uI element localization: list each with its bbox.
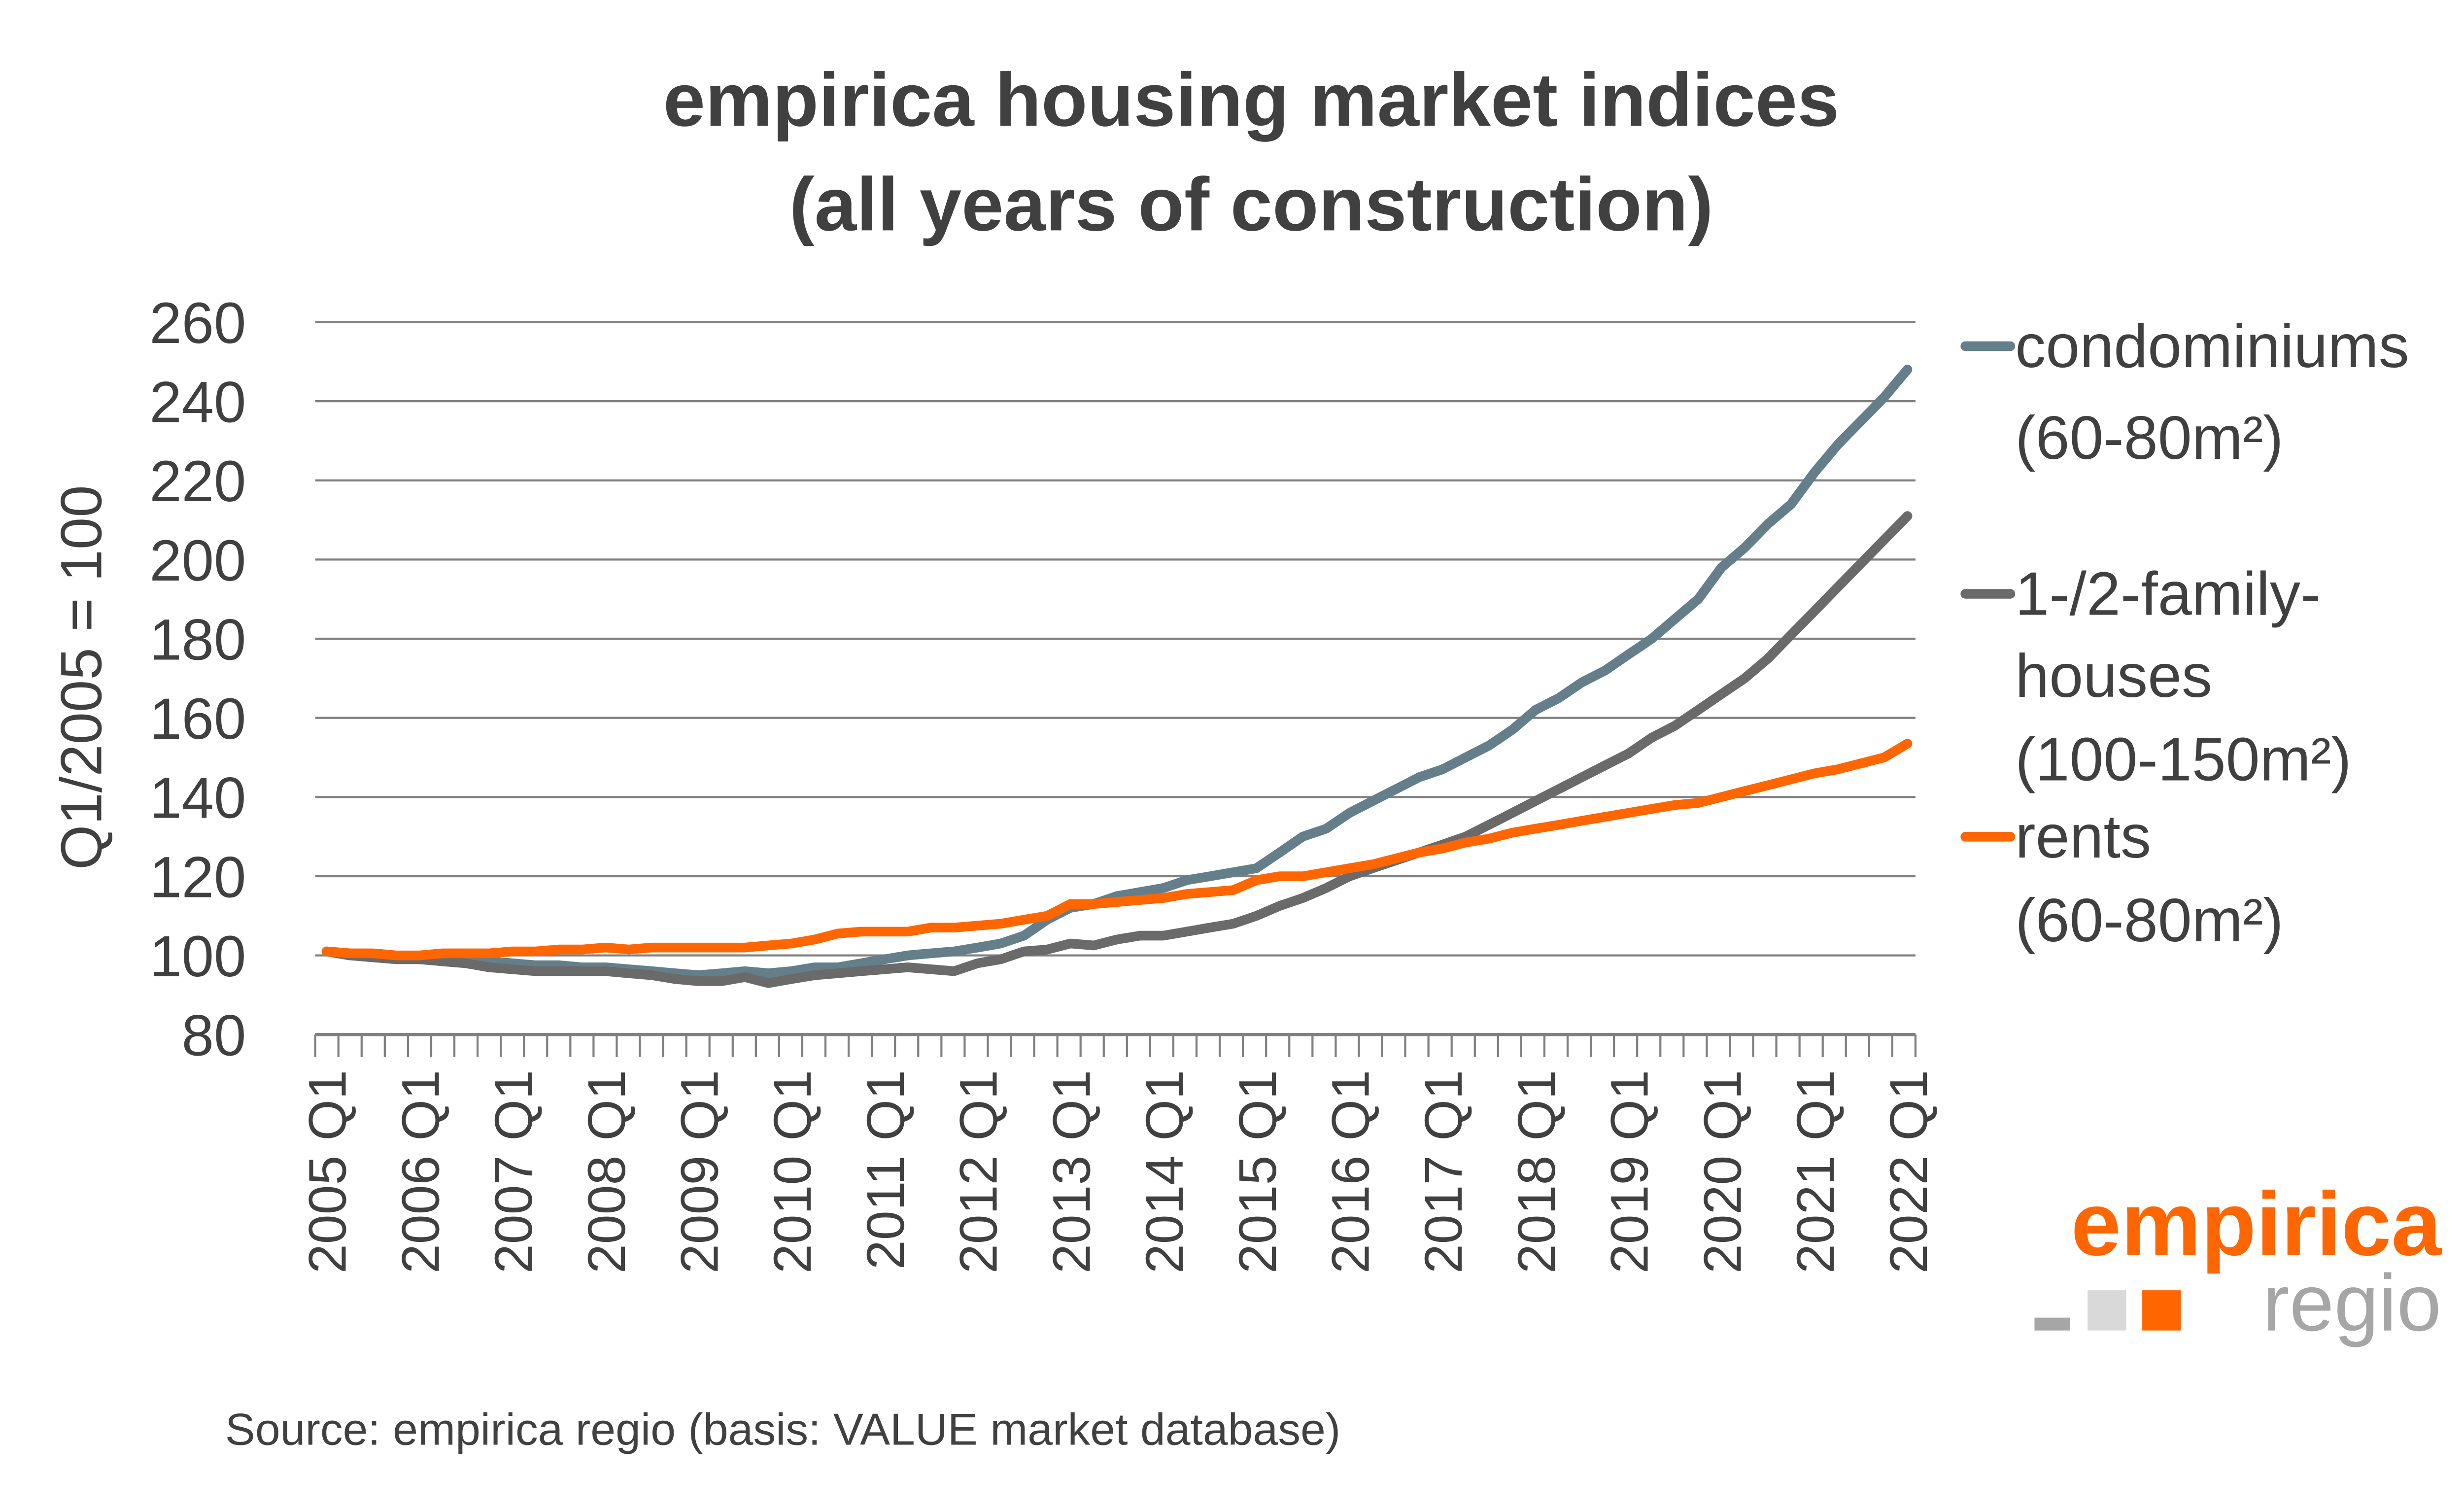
x-tick-label: 2022 Q1 [1879, 1070, 1938, 1273]
x-tick-label: 2007 Q1 [484, 1070, 543, 1273]
x-tick-label: 2011 Q1 [856, 1070, 915, 1270]
chart-title-line1: empirica housing market indices [663, 57, 1840, 142]
x-tick-label: 2018 Q1 [1507, 1070, 1566, 1273]
logo-text-regio: regio [2262, 1258, 2441, 1348]
x-tick-label: 2019 Q1 [1600, 1070, 1659, 1273]
legend-label-condominiums: condominiums [2015, 312, 2409, 380]
x-tick-label: 2016 Q1 [1321, 1070, 1380, 1273]
logo-text-empirica: empirica [2071, 1173, 2442, 1274]
y-tick-label: 80 [182, 1003, 246, 1068]
logo-square-small [2034, 1317, 2070, 1331]
y-tick-label: 120 [149, 845, 246, 909]
series-line-rents [321, 739, 1913, 961]
series-lines [321, 364, 1913, 988]
y-tick-label: 160 [149, 687, 246, 751]
legend-label-houses: 1-/2-family- [2015, 560, 2321, 628]
chart-title-line2: (all years of construction) [789, 162, 1713, 246]
y-axis-label: Q1/2005 = 100 [49, 485, 114, 870]
y-tick-label: 220 [149, 449, 246, 514]
empirica-regio-logo: empirica regio [2034, 1173, 2442, 1348]
legend: condominiums (60-80m²) 1-/2-family-houses (… [1960, 312, 2409, 955]
legend-label-rents: (60-80m²) [2015, 887, 2283, 955]
x-tick-label: 2010 Q1 [763, 1070, 822, 1273]
x-tick-label: 2013 Q1 [1042, 1070, 1101, 1273]
x-tick-label: 2005 Q1 [298, 1070, 357, 1273]
x-tick-label: 2014 Q1 [1135, 1070, 1194, 1273]
x-tick-label: 2017 Q1 [1414, 1070, 1473, 1273]
y-tick-label: 140 [149, 766, 246, 830]
x-tick-label: 2021 Q1 [1786, 1070, 1845, 1273]
series-line-houses [321, 511, 1913, 988]
x-axis [314, 1032, 1917, 1057]
y-tick-label: 100 [149, 924, 246, 989]
source-note: Source: empirica regio (basis: VALUE mar… [225, 1404, 1340, 1454]
x-axis-ticks: 2005 Q1 2006 Q1 2007 Q1 2008 Q1 2009 Q1 2010 … [298, 1070, 1938, 1273]
logo-square-light [2088, 1290, 2126, 1331]
logo-square-orange [2142, 1290, 2181, 1331]
legend-label-houses: (100-150m²) [2015, 726, 2351, 794]
x-tick-label: 2012 Q1 [949, 1070, 1008, 1273]
x-tick-label: 2015 Q1 [1228, 1070, 1287, 1273]
legend-label-houses: houses [2015, 642, 2212, 710]
series-line-condominiums [321, 364, 1913, 980]
x-tick-label: 2020 Q1 [1693, 1070, 1752, 1273]
x-tick-label: 2009 Q1 [670, 1070, 729, 1273]
y-tick-label: 180 [149, 607, 246, 672]
y-tick-label: 260 [149, 291, 246, 355]
y-tick-label: 200 [149, 528, 246, 593]
x-tick-label: 2008 Q1 [577, 1070, 636, 1273]
y-axis-ticks: 80 100 120 140 160 180 200 220 240 260 [149, 291, 246, 1068]
legend-label-rents: rents [2015, 803, 2151, 871]
y-tick-label: 240 [149, 370, 246, 435]
x-tick-label: 2006 Q1 [391, 1070, 450, 1273]
gridlines [315, 321, 1916, 957]
legend-label-condominiums: (60-80m²) [2015, 404, 2283, 472]
